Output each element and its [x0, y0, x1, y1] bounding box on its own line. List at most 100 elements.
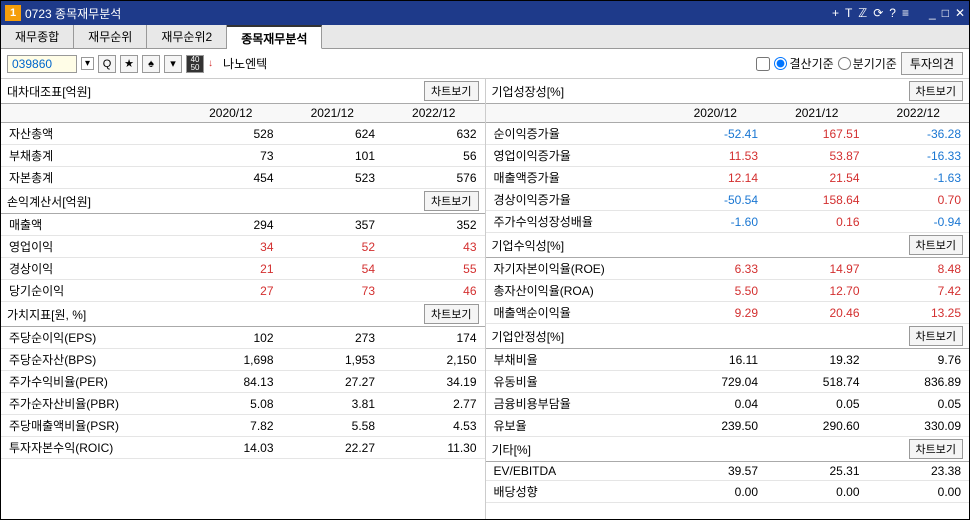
section-title: 가치지표[원, %] [7, 306, 424, 323]
titlebar-icons: + T ℤ ⟳ ? ≡ _ □ ✕ [832, 6, 965, 20]
left-pane: 대차대조표[억원]차트보기2020/122021/122022/12자산총액52… [1, 79, 486, 519]
cell-value: 2,150 [383, 349, 485, 371]
cell-value: 2.77 [383, 393, 485, 415]
stock-code-input[interactable] [7, 55, 77, 73]
row-label: 주가수익성장성배율 [486, 211, 665, 233]
cell-value: -16.33 [868, 145, 970, 167]
toolbar: ▾ Q ★ ♠ ▾ 4050 ↓ 나노엔텍 결산기준 분기기준 투자의견 [1, 49, 969, 79]
cell-value: 273 [282, 327, 383, 349]
checkbox[interactable] [756, 57, 770, 71]
star-icon[interactable]: ★ [120, 55, 138, 73]
plus-icon[interactable]: + [832, 6, 839, 20]
cell-value: 19.32 [766, 349, 867, 371]
radio-settlement[interactable]: 결산기준 [774, 55, 833, 72]
row-label: 당기순이익 [1, 280, 180, 302]
dropdown-icon[interactable]: ▾ [81, 57, 94, 70]
opinion-button[interactable]: 투자의견 [901, 52, 963, 75]
window-num: 1 [5, 5, 21, 21]
cell-value: 102 [180, 327, 281, 349]
z-icon[interactable]: ℤ [858, 6, 867, 20]
cell-value: 729.04 [665, 371, 766, 393]
row-label: 영업이익증가율 [486, 145, 665, 167]
maximize-icon[interactable]: □ [942, 6, 949, 20]
chart-button[interactable]: 차트보기 [424, 81, 478, 101]
close-icon[interactable]: ✕ [955, 6, 965, 20]
cell-value: 0.05 [868, 393, 970, 415]
table-row: 주가순자산비율(PBR)5.083.812.77 [1, 393, 485, 415]
text-icon[interactable]: T [845, 6, 852, 20]
cell-value: 624 [282, 123, 383, 145]
cell-value: 454 [180, 167, 281, 189]
table-row: 부채비율16.1119.329.76 [486, 349, 970, 371]
table-row: 영업이익증가율11.5353.87-16.33 [486, 145, 970, 167]
search-icon[interactable]: Q [98, 55, 116, 73]
section-header: 기타[%]차트보기 [486, 437, 970, 462]
radio-quarter[interactable]: 분기기준 [838, 55, 897, 72]
minimize-icon[interactable]: _ [929, 6, 936, 20]
cell-value: 11.30 [383, 437, 485, 459]
row-label: 투자자본수익(ROIC) [1, 437, 180, 459]
cell-value: 174 [383, 327, 485, 349]
tab-2[interactable]: 재무순위2 [147, 25, 227, 48]
down-icon[interactable]: ▾ [164, 55, 182, 73]
cell-value: 523 [282, 167, 383, 189]
help-icon[interactable]: ? [889, 6, 896, 20]
tab-0[interactable]: 재무종합 [1, 25, 74, 48]
table-row: 매출액증가율12.1421.54-1.63 [486, 167, 970, 189]
menu-icon[interactable]: ≡ [902, 6, 909, 20]
cell-value: 5.58 [282, 415, 383, 437]
section-title: 손익계산서[억원] [7, 193, 424, 210]
chart-button[interactable]: 차트보기 [424, 191, 478, 211]
chart-button[interactable]: 차트보기 [909, 439, 963, 459]
col-header: 2021/12 [282, 104, 383, 123]
col-header: 2022/12 [868, 104, 970, 123]
table-row: 유동비율729.04518.74836.89 [486, 371, 970, 393]
cell-value: 22.27 [282, 437, 383, 459]
table-row: 자산총액528624632 [1, 123, 485, 145]
cell-value: -36.28 [868, 123, 970, 145]
tab-3[interactable]: 종목재무분석 [227, 25, 322, 49]
chart-button[interactable]: 차트보기 [909, 81, 963, 101]
up-icon[interactable]: ♠ [142, 55, 160, 73]
cell-value: 12.70 [766, 280, 867, 302]
row-label: 순이익증가율 [486, 123, 665, 145]
cell-value: 0.00 [766, 481, 867, 503]
data-table: 매출액294357352영업이익345243경상이익215455당기순이익277… [1, 214, 485, 302]
grid-icon[interactable]: 4050 [186, 55, 204, 73]
row-label: 주당순이익(EPS) [1, 327, 180, 349]
cell-value: 158.64 [766, 189, 867, 211]
arrow-icon: ↓ [208, 58, 213, 69]
titlebar: 1 0723 종목재무분석 + T ℤ ⟳ ? ≡ _ □ ✕ [1, 1, 969, 25]
row-label: 주당순자산(BPS) [1, 349, 180, 371]
table-row: EV/EBITDA39.5725.3123.38 [486, 462, 970, 481]
cell-value: 12.14 [665, 167, 766, 189]
chart-button[interactable]: 차트보기 [909, 235, 963, 255]
data-table: 주당순이익(EPS)102273174주당순자산(BPS)1,6981,9532… [1, 327, 485, 459]
cell-value: 7.42 [868, 280, 970, 302]
cell-value: 0.00 [665, 481, 766, 503]
cell-value: 352 [383, 214, 485, 236]
row-label: 주가수익비율(PER) [1, 371, 180, 393]
tab-1[interactable]: 재무순위 [74, 25, 147, 48]
chart-button[interactable]: 차트보기 [424, 304, 478, 324]
col-header: 2021/12 [766, 104, 867, 123]
cell-value: 55 [383, 258, 485, 280]
data-table: 2020/122021/122022/12순이익증가율-52.41167.51-… [486, 104, 970, 233]
row-label: 유동비율 [486, 371, 665, 393]
cell-value: 27.27 [282, 371, 383, 393]
cell-value: 6.33 [665, 258, 766, 280]
table-row: 당기순이익277346 [1, 280, 485, 302]
row-label: 매출액순이익율 [486, 302, 665, 324]
table-row: 주당매출액비율(PSR)7.825.584.53 [1, 415, 485, 437]
cell-value: -1.63 [868, 167, 970, 189]
row-label: 자본총계 [1, 167, 180, 189]
refresh-icon[interactable]: ⟳ [873, 6, 883, 20]
chart-button[interactable]: 차트보기 [909, 326, 963, 346]
cell-value: 34.19 [383, 371, 485, 393]
section-header: 기업수익성[%]차트보기 [486, 233, 970, 258]
section-title: 기업성장성[%] [492, 83, 909, 100]
cell-value: 8.48 [868, 258, 970, 280]
cell-value: -52.41 [665, 123, 766, 145]
table-row: 총자산이익율(ROA)5.5012.707.42 [486, 280, 970, 302]
cell-value: 239.50 [665, 415, 766, 437]
